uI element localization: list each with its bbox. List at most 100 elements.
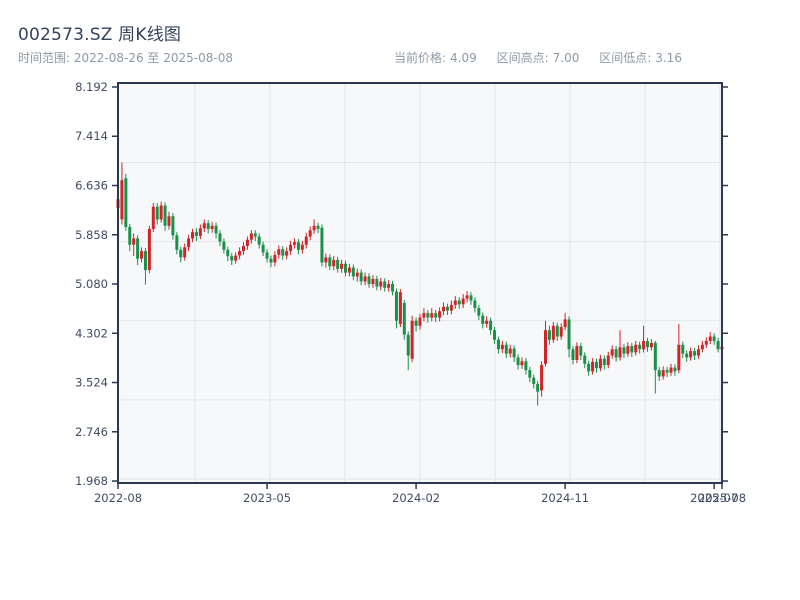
candle-up — [312, 225, 316, 231]
candle-up — [669, 367, 673, 373]
candle-down — [434, 313, 438, 318]
candle-up — [379, 281, 383, 287]
candle-down — [457, 300, 461, 305]
candle-down — [657, 370, 661, 377]
x-tick-label: 2025-07 — [690, 491, 738, 505]
candle-down — [645, 340, 649, 348]
x-tick-label: 2024-02 — [392, 491, 440, 505]
current-price-value: 4.09 — [450, 51, 477, 65]
candle-down — [414, 320, 418, 326]
y-tick-label: 6.636 — [75, 179, 108, 193]
candle-down — [351, 267, 355, 277]
candle-up — [575, 346, 579, 360]
candle-up — [559, 327, 563, 337]
candle-up — [332, 259, 336, 267]
range-low-value: 3.16 — [655, 51, 682, 65]
candle-up — [634, 344, 638, 353]
candle-down — [179, 249, 183, 258]
candle-up — [461, 298, 465, 305]
candle-up — [661, 370, 665, 377]
candle-up — [308, 230, 312, 237]
candle-up — [147, 228, 151, 271]
candle-down — [375, 278, 379, 287]
candle-down — [426, 313, 430, 318]
candle-up — [191, 232, 195, 239]
x-tick-label: 2024-11 — [541, 491, 589, 505]
candle-down — [406, 334, 410, 356]
candle-down — [685, 353, 689, 358]
candle-down — [716, 340, 720, 350]
candle-up — [618, 347, 622, 358]
candle-up — [304, 236, 308, 245]
candle-up — [649, 342, 653, 348]
candle-down — [222, 241, 226, 250]
candle-up — [285, 251, 289, 256]
y-tick-label: 5.858 — [75, 228, 108, 242]
axes-frame — [117, 82, 723, 484]
candle-down — [257, 236, 261, 245]
candle-up — [606, 355, 610, 366]
candle-up — [626, 346, 630, 354]
candle-down — [587, 363, 591, 372]
candle-up — [520, 361, 524, 366]
candle-up — [355, 272, 359, 277]
candle-up — [708, 336, 712, 341]
candle-down — [218, 233, 222, 242]
candle-up — [438, 311, 442, 318]
candle-down — [394, 291, 398, 321]
candle-up — [598, 358, 602, 369]
candle-up — [704, 340, 708, 345]
candle-up — [183, 247, 187, 258]
candle-up — [363, 276, 367, 282]
candle-down — [402, 303, 406, 335]
candle-down — [536, 384, 540, 392]
candle-up — [449, 304, 453, 311]
candle-up — [159, 205, 163, 220]
candle-down — [583, 355, 587, 364]
candle-up — [187, 238, 191, 248]
candle-down — [532, 377, 536, 385]
candle-down — [316, 225, 320, 229]
candle-up — [677, 344, 681, 371]
candle-up — [234, 255, 238, 261]
candle-up — [591, 361, 595, 372]
candle-down — [155, 206, 159, 220]
candle-down — [512, 348, 516, 358]
candle-up — [238, 251, 242, 256]
candle-down — [343, 263, 347, 273]
candle-up — [242, 246, 246, 252]
candle-down — [445, 306, 449, 311]
candle-down — [693, 351, 697, 356]
candle-down — [516, 357, 520, 366]
candle-down — [128, 227, 132, 245]
candle-down — [712, 336, 716, 341]
candle-up — [465, 295, 469, 299]
candle-up — [273, 254, 277, 263]
candle-down — [653, 342, 657, 371]
candle-down — [524, 361, 528, 371]
candle-down — [555, 325, 559, 337]
candle-down — [383, 281, 387, 288]
candle-down — [391, 284, 395, 292]
candle-down — [194, 232, 198, 236]
candle-down — [681, 344, 685, 354]
range-high-value: 7.00 — [552, 51, 580, 65]
candle-down — [230, 256, 234, 261]
candle-up — [340, 263, 344, 269]
candle-down — [359, 272, 363, 282]
x-tick-label: 2023-05 — [243, 491, 291, 505]
candle-up — [696, 349, 700, 356]
y-tick-label: 2.746 — [75, 425, 108, 439]
candle-up — [700, 344, 704, 350]
y-tick-label: 7.414 — [75, 129, 108, 143]
candle-up — [410, 320, 414, 359]
candle-up — [610, 349, 614, 356]
candle-down — [253, 233, 257, 237]
candle-up — [210, 225, 214, 229]
candle-down — [579, 346, 583, 356]
candle-up — [371, 278, 375, 285]
candle-down — [336, 259, 340, 269]
candle-down — [665, 370, 669, 373]
